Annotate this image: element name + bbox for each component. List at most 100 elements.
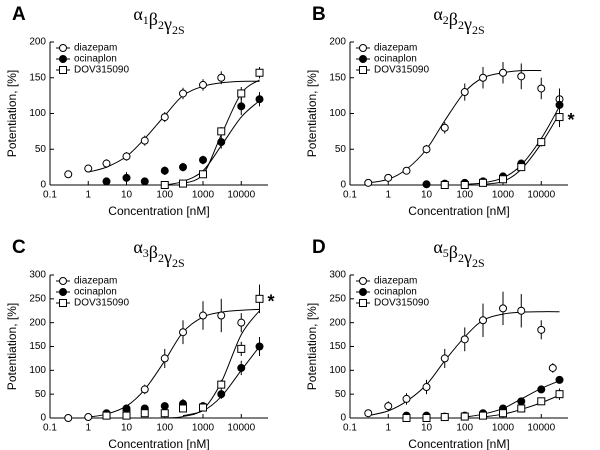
legend-marker [359, 55, 367, 63]
marker [479, 316, 488, 325]
legend-label: DOV315090 [374, 298, 429, 309]
title-subscript: 2 [458, 251, 464, 265]
y-tick-label: 100 [29, 365, 46, 376]
fit-curve [464, 106, 560, 185]
marker [122, 152, 131, 161]
marker [199, 311, 208, 320]
fit-curve [164, 100, 260, 186]
x-axis-label: Concentration [nM] [108, 437, 209, 450]
y-tick-label: 0 [40, 180, 46, 191]
marker [179, 404, 188, 413]
marker [384, 173, 393, 182]
legend-label: DOV315090 [74, 298, 129, 309]
chart-title: α2β2γ2S [433, 4, 484, 37]
marker [255, 68, 264, 77]
marker [555, 375, 564, 384]
marker [422, 383, 431, 392]
x-tick-label: 10 [421, 423, 433, 434]
y-axis-label: Potentiation, [%] [305, 70, 319, 157]
marker [479, 178, 488, 187]
marker [160, 181, 169, 189]
title-symbol: β [149, 242, 158, 262]
marker [140, 409, 149, 418]
y-tick-label: 300 [329, 270, 346, 281]
title-subscript: 2S [172, 256, 185, 270]
marker [517, 72, 526, 81]
marker [64, 414, 73, 422]
marker [537, 84, 546, 93]
marker [122, 173, 131, 182]
chart-title: α3β2γ2S [133, 237, 184, 270]
panel-label: A [12, 4, 26, 25]
marker [460, 412, 469, 421]
panel-label: B [312, 4, 326, 25]
y-axis-label: Potentiation, [%] [5, 303, 19, 390]
marker [217, 127, 226, 136]
marker [217, 390, 226, 399]
marker [537, 385, 546, 394]
title-symbol: γ [463, 247, 472, 267]
y-tick-label: 300 [29, 270, 46, 281]
marker [422, 414, 431, 422]
y-tick-label: 150 [329, 341, 346, 352]
marker [217, 380, 226, 389]
title-subscript: 5 [443, 246, 449, 260]
x-tick-label: 0.1 [343, 190, 357, 201]
annotation: * [568, 110, 575, 130]
x-tick-label: 1000 [192, 423, 215, 434]
marker [237, 102, 246, 111]
marker [217, 311, 226, 320]
chart-title: α5β2γ2S [433, 237, 484, 270]
legend-marker [59, 277, 67, 285]
marker [422, 180, 431, 189]
marker [140, 385, 149, 394]
marker [517, 397, 526, 406]
legend-marker [359, 299, 367, 307]
legend-label: ocinaplon [74, 54, 117, 65]
y-tick-label: 200 [29, 37, 46, 48]
marker [255, 342, 264, 351]
y-tick-label: 50 [335, 389, 347, 400]
marker [555, 390, 564, 399]
marker [237, 363, 246, 372]
title-subscript: 2 [158, 18, 164, 32]
y-tick-label: 100 [329, 365, 346, 376]
y-tick-label: 50 [35, 144, 47, 155]
marker [517, 163, 526, 172]
fit-curve [88, 80, 260, 173]
y-tick-label: 0 [40, 413, 46, 424]
panel-label: D [312, 237, 326, 258]
fit-curve [164, 310, 260, 419]
fit-curve [482, 113, 560, 185]
legend-marker [359, 277, 367, 285]
marker [160, 166, 169, 175]
x-tick-label: 0.1 [43, 190, 57, 201]
title-subscript: 2S [472, 23, 485, 37]
marker [460, 181, 469, 189]
x-tick-label: 1 [85, 423, 91, 434]
marker [122, 404, 131, 413]
marker [499, 304, 508, 313]
marker [517, 404, 526, 413]
marker [440, 181, 449, 189]
y-tick-label: 100 [329, 108, 346, 119]
marker [364, 178, 373, 187]
x-tick-label: 100 [156, 190, 173, 201]
marker [460, 88, 469, 97]
title-symbol: α [133, 237, 143, 257]
legend-marker [59, 299, 67, 307]
marker [537, 325, 546, 334]
x-tick-label: 1 [385, 190, 391, 201]
x-tick-label: 1 [85, 190, 91, 201]
marker [64, 170, 73, 179]
title-symbol: γ [163, 14, 172, 34]
fit-curve [368, 69, 542, 184]
marker [440, 354, 449, 363]
x-tick-label: 1000 [492, 423, 515, 434]
legend-marker [59, 288, 67, 296]
marker [499, 409, 508, 418]
title-symbol: β [449, 242, 458, 262]
marker [179, 89, 188, 98]
